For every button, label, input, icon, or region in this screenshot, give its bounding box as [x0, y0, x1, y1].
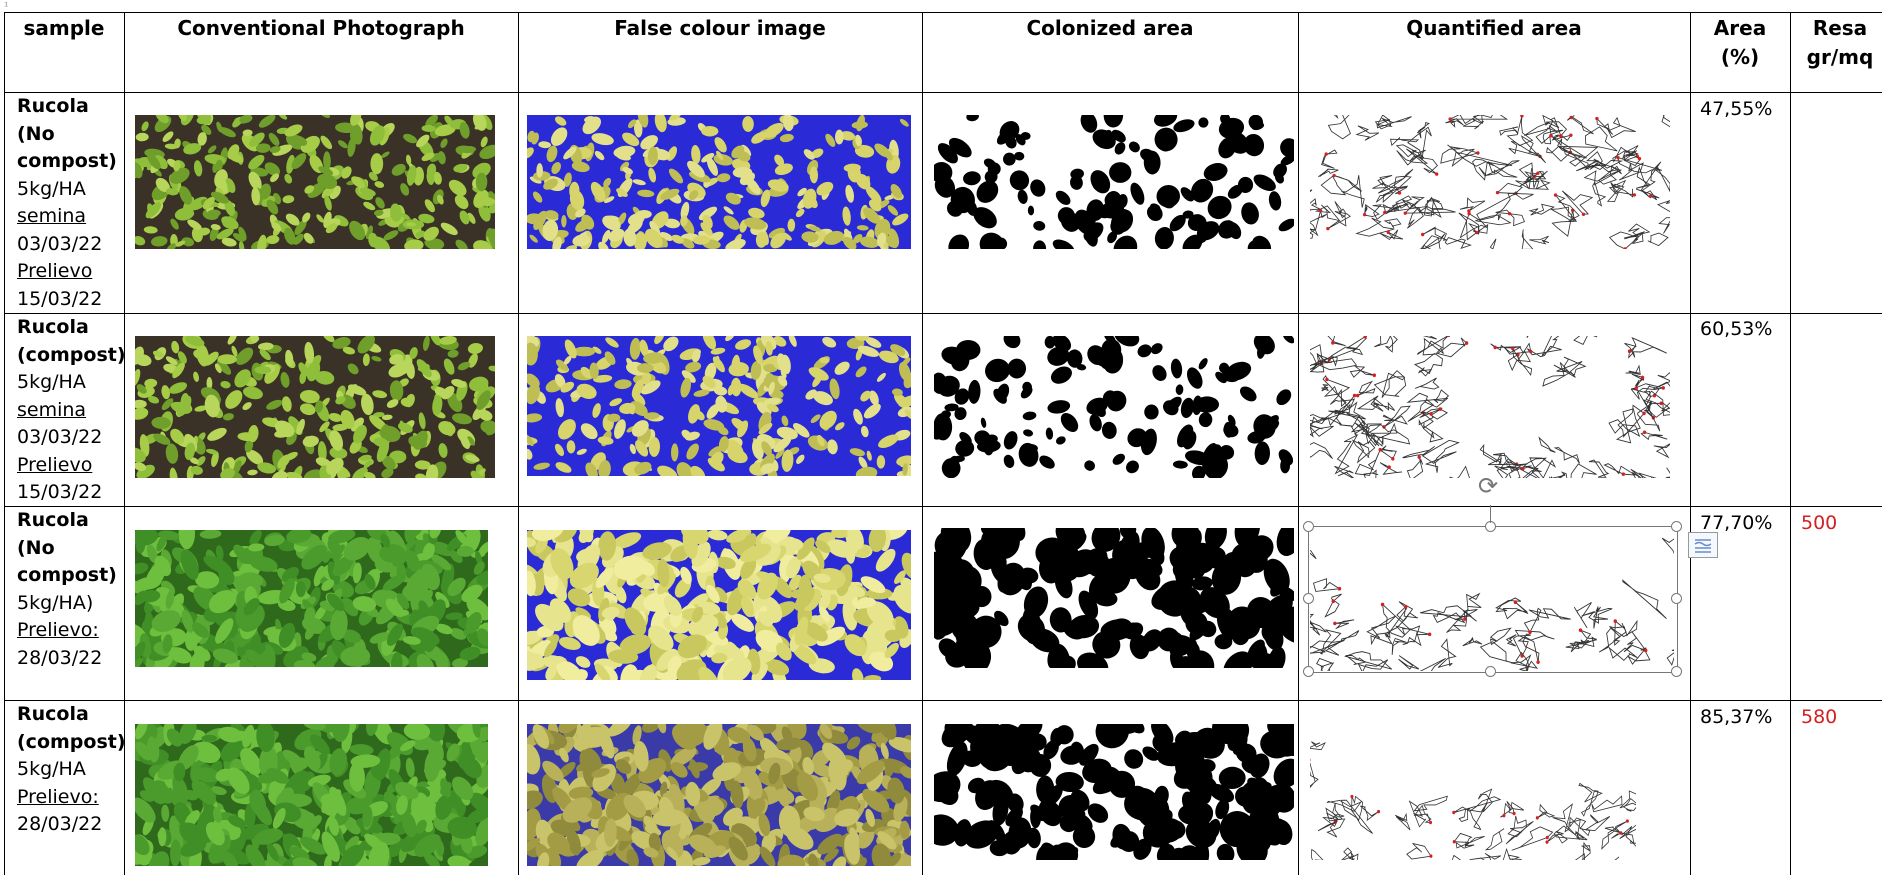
image-texture	[527, 336, 911, 476]
photo-image-2[interactable]	[135, 336, 495, 478]
photo-image-4[interactable]	[135, 724, 488, 866]
sample-cell-3: Rucola (No compost) 5kg/HA) Prelievo: 28…	[17, 509, 117, 669]
header-sample: sample	[23, 16, 105, 40]
area-value-4: 85,37%	[1700, 706, 1773, 728]
sample-cell-2: Rucola (compost) 5kg/HA semina 03/03/22 …	[17, 316, 126, 503]
photo-image-1[interactable]	[135, 115, 495, 249]
column-divider	[124, 12, 125, 875]
resa-value-4: 580	[1801, 706, 1838, 728]
header-colonized-area: Colonized area	[1026, 16, 1194, 40]
header-area: Area (%)	[1713, 16, 1767, 69]
image-texture	[527, 724, 911, 866]
photo-image-3[interactable]	[135, 530, 488, 667]
row-divider	[4, 313, 1882, 314]
image-selection-frame[interactable]	[1308, 526, 1678, 673]
image-texture	[135, 530, 488, 667]
corner-mark: ¹	[4, 0, 9, 13]
image-texture	[934, 724, 1294, 860]
rotate-handle-icon[interactable]: ⟳	[1478, 472, 1499, 500]
row-divider	[4, 506, 1882, 507]
header-resa: Resa gr/mq	[1806, 16, 1874, 69]
resize-handle-bottom-right[interactable]	[1671, 666, 1682, 677]
resa-value-3: 500	[1801, 512, 1838, 534]
resize-handle-bottom-left[interactable]	[1303, 666, 1314, 677]
quantified-image-4[interactable]	[1310, 724, 1636, 860]
image-texture	[1310, 724, 1636, 860]
area-value-2: 60,53%	[1700, 318, 1773, 340]
table-border-top	[4, 12, 1882, 13]
resize-handle-left[interactable]	[1303, 593, 1314, 604]
column-divider	[1690, 12, 1691, 875]
column-divider	[922, 12, 923, 875]
colonized-image-1[interactable]	[934, 115, 1294, 249]
image-texture	[135, 724, 488, 866]
row-divider	[4, 700, 1882, 701]
image-texture	[934, 528, 1294, 668]
false-colour-image-3[interactable]	[527, 530, 911, 680]
false-colour-image-4[interactable]	[527, 724, 911, 866]
resize-handle-bottom[interactable]	[1485, 666, 1496, 677]
row-divider	[4, 92, 1882, 93]
resize-handle-top-right[interactable]	[1671, 521, 1682, 532]
resize-handle-right[interactable]	[1671, 593, 1682, 604]
resize-handle-top-left[interactable]	[1303, 521, 1314, 532]
table-border-left	[4, 12, 5, 875]
header-quantified-area: Quantified area	[1406, 16, 1582, 40]
image-texture	[527, 530, 911, 680]
column-divider	[518, 12, 519, 875]
image-texture	[1310, 115, 1670, 249]
area-value-3: 77,70%	[1700, 512, 1773, 534]
image-texture	[934, 336, 1294, 478]
header-conventional-photograph: Conventional Photograph	[177, 16, 465, 40]
image-texture	[1310, 336, 1670, 478]
image-texture	[135, 115, 495, 249]
image-texture	[1310, 528, 1674, 671]
colonized-image-3[interactable]	[934, 528, 1294, 668]
quantified-image-2[interactable]	[1310, 336, 1670, 478]
column-divider	[1790, 12, 1791, 875]
false-colour-image-2[interactable]	[527, 336, 911, 476]
image-texture	[135, 336, 495, 478]
layout-options-icon[interactable]	[1688, 532, 1718, 558]
header-false-colour: False colour image	[614, 16, 826, 40]
colonized-image-2[interactable]	[934, 336, 1294, 478]
column-divider	[1298, 12, 1299, 875]
image-texture	[527, 115, 911, 249]
rotate-stem	[1490, 505, 1491, 523]
quantified-image-3[interactable]	[1310, 528, 1674, 671]
false-colour-image-1[interactable]	[527, 115, 911, 249]
image-texture	[934, 115, 1294, 249]
colonized-image-4[interactable]	[934, 724, 1294, 860]
quantified-image-1[interactable]	[1310, 115, 1670, 249]
sample-cell-4: Rucola (compost) 5kg/HA Prelievo: 28/03/…	[17, 703, 126, 835]
sample-cell-1: Rucola (No compost) 5kg/HA semina 03/03/…	[17, 95, 117, 310]
area-value-1: 47,55%	[1700, 98, 1773, 120]
